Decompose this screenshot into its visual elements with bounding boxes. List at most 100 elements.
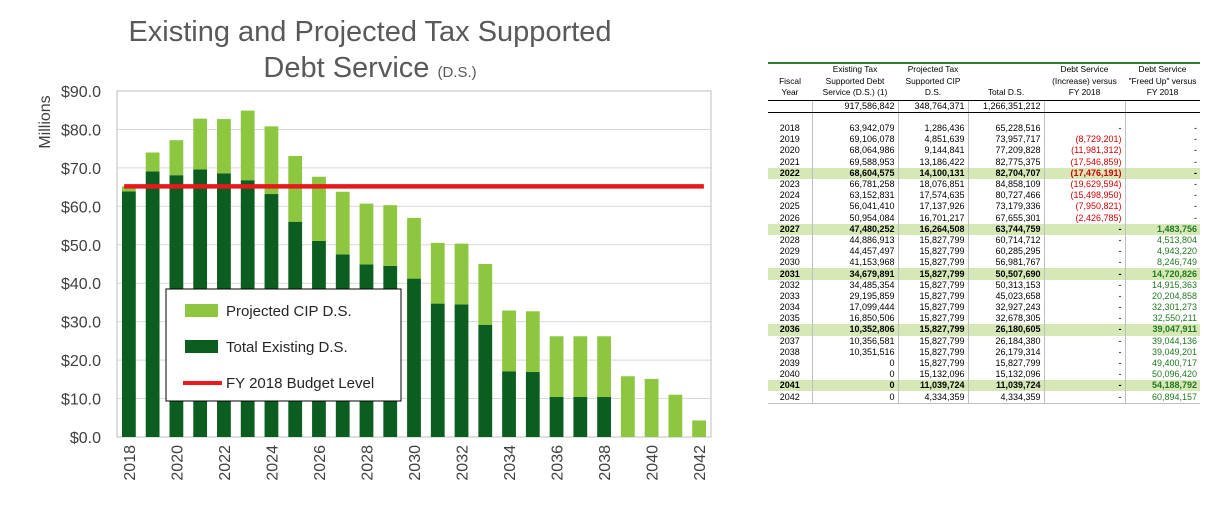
table-row: 2029 44,457,497 15,827,799 60,285,295-4,943… [768,246,1200,258]
table-cell: 15,827,799 [967,357,1044,370]
legend-swatch [185,340,218,353]
y-tick-label: $50.0 [61,238,101,255]
x-tick-label: 2028 [359,445,376,481]
bar-cip-2033 [478,264,493,325]
table-cell: 16,701,217 [897,212,968,224]
table-cell: - [1124,156,1200,168]
table-row: 2019 69,106,078 4,851,639 73,957,717 (8,729,… [768,134,1200,146]
table-cell: 32,301,273 [1124,301,1200,314]
table-cell: 2038 [779,346,800,357]
table-cell: 16,850,506 [811,313,898,325]
table-row: 2020 68,064,986 9,144,841 77,209,828 (11,981… [768,145,1200,157]
table-cell: (17,546,859) [1043,156,1125,168]
table-cell: - [1043,223,1125,235]
table-cell: 15,827,799 [897,335,968,347]
table-cell: 14,100,131 [897,167,968,179]
bar-existing-2037 [573,397,588,437]
table-cell: - [1124,201,1200,213]
table-cell: 10,352,806 [811,324,898,336]
table-cell: 45,023,658 [967,290,1044,302]
table-cell: 29,195,859 [811,290,898,302]
table-cell: 1,266,351,212 [967,99,1044,113]
bar-cip-2035 [525,311,540,373]
table-cell: 4,851,639 [897,134,968,146]
table-cell [1124,99,1200,113]
table-cell: - [1124,134,1200,146]
table-cell: (11,981,312) [1043,145,1125,157]
bar-existing-2019 [145,171,160,438]
chart-canvas: $0.0 $10.0 $20.0 $30.0 $40.0 $50.0 $60.0 $70.0 $… [37,84,712,481]
y-tick-label: $70.0 [61,161,101,178]
table-cell: 2027 [768,223,812,235]
bar-cip-2028 [359,203,374,265]
table-cell: (19,629,594) [1043,178,1125,191]
table-cell: 2018 [779,123,800,134]
table-cell: 50,507,690 [967,268,1044,280]
table-cell: 2020 [779,145,800,156]
table-row: 2031 34,679,891 15,827,799 50,507,690-14,72… [768,268,1200,280]
column-header: Existing Tax Supported Debt Service (D.S… [812,63,898,101]
table-cell: 2021 [779,156,800,167]
bar-cip-2032 [454,243,469,305]
table-cell: - [1043,357,1125,370]
table-cell: (15,498,950) [1043,190,1125,202]
table-row: 2040 0 15,132,096 15,132,096-50,096,420 [768,369,1200,381]
bar-cip-2037 [573,336,588,398]
table-cell: 0 [811,391,898,404]
table-cell: 49,400,717 [1124,357,1200,370]
table-row: 2028 44,886,913 15,827,799 60,714,712-4,513… [768,234,1200,247]
table-header-row: Fiscal Year Existing Tax Supported Debt S… [768,63,1200,101]
table-cell: 15,827,799 [897,234,968,247]
chart-title-second: Debt Service [263,52,430,84]
table-row: 2041 0 11,039,724 11,039,724-54,188,792 [768,380,1200,392]
table-row: 2039 0 15,827,799 15,827,799-49,400,717 [768,357,1200,370]
table-cell [768,99,812,113]
table-cell: 17,099,444 [811,301,898,314]
bar-cip-2036 [549,336,564,398]
bar-cip-2030 [407,217,421,279]
table-cell: 2028 [779,234,800,245]
table-cell: - [1043,313,1125,325]
bar-cip-2023 [240,110,255,181]
table-cell: 50,096,420 [1124,369,1200,381]
table-cell: 17,137,926 [897,201,968,213]
table-cell: 15,827,799 [897,313,968,325]
table-cell: - [1043,301,1125,314]
table-cell: 2034 [779,302,800,313]
table-cell: 10,351,516 [811,346,898,358]
table-cell: 15,827,799 [897,301,968,314]
table-cell: 50,313,153 [967,279,1044,291]
x-tick-label: 2024 [264,445,281,481]
bar-cip-2029 [383,205,398,266]
table-cell: 16,264,508 [897,223,968,235]
table-row: 2024 63,152,831 17,574,635 80,727,466 (15,49… [768,190,1200,202]
table-cell: 2030 [779,257,800,268]
table-row: 2025 56,041,410 17,137,926 73,179,336 (7,950… [768,201,1200,213]
chart-title: Existing and Projected Tax Supported [128,16,612,48]
table-cell: 32,927,243 [967,301,1044,314]
bar-cip-2026 [312,176,326,241]
table-cell [768,112,812,123]
table-row: 2037 10,356,581 15,827,799 26,184,380-39,04… [768,335,1200,347]
table-cell: 63,942,079 [811,122,898,135]
table-cell: 11,039,724 [967,380,1044,392]
legend-label: Projected CIP D.S. [226,303,352,320]
table-cell: 73,957,717 [967,134,1044,146]
table-cell: - [1043,122,1125,135]
table-cell: 63,744,759 [967,223,1044,235]
table-cell: 15,132,096 [897,369,968,381]
table-row: 2038 10,351,516 15,827,799 26,179,314-39,04… [768,346,1200,358]
table-row: 2022 68,604,575 14,100,131 82,704,707 (17,47… [768,167,1200,179]
table-cell: 2029 [779,246,800,257]
x-tick-label: 2042 [692,445,709,481]
table-cell: (7,950,821) [1043,201,1125,213]
table-cell: 2036 [768,324,812,336]
table-cell: - [1043,324,1125,336]
bar-cip-2027 [335,191,350,255]
table-cell: - [1124,145,1200,157]
table-cell: 17,574,635 [897,190,968,202]
table-cell: 8,246,749 [1124,257,1200,269]
table-cell: 0 [811,380,898,392]
table-cell: - [1043,257,1125,269]
bar-cip-2024 [264,126,279,195]
